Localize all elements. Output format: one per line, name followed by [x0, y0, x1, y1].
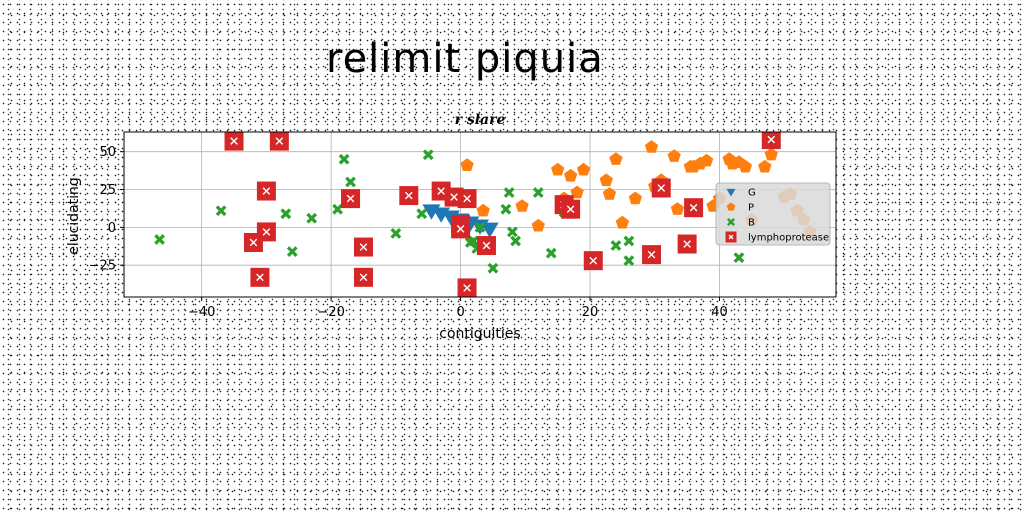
- point-lymphoprotease: [642, 245, 662, 265]
- x-tick-label: 40: [711, 305, 728, 320]
- point-b: [545, 247, 557, 259]
- chart-subtitle: r slare: [455, 112, 506, 128]
- point-lymphoprotease: [457, 278, 477, 297]
- point-b: [623, 235, 635, 247]
- point-lymphoprotease: [684, 198, 704, 218]
- point-p: [699, 153, 714, 167]
- point-lymphoprotease: [761, 132, 781, 150]
- point-p: [670, 202, 685, 215]
- point-lymphoprotease: [677, 234, 697, 254]
- point-lymphoprotease: [561, 199, 581, 219]
- point-lymphoprotease: [224, 132, 244, 151]
- point-p: [764, 147, 778, 161]
- point-lymphoprotease: [476, 236, 496, 256]
- point-lymphoprotease: [457, 189, 477, 209]
- point-lymphoprotease: [399, 186, 419, 206]
- page-title: relimit piquia: [326, 36, 604, 82]
- point-b: [532, 187, 544, 198]
- point-b: [338, 153, 350, 165]
- point-b: [623, 255, 635, 267]
- point-b: [390, 228, 402, 239]
- point-p: [460, 158, 474, 171]
- plot-frame: [123, 131, 837, 298]
- point-lymphoprotease: [341, 189, 361, 209]
- point-lymphoprotease: [256, 181, 276, 201]
- point-p: [758, 159, 772, 173]
- legend-label: B: [748, 218, 755, 229]
- x-tick-label: 0: [456, 305, 464, 320]
- point-p: [615, 215, 630, 229]
- point-p: [667, 149, 681, 162]
- point-p: [628, 191, 642, 205]
- point-b: [503, 187, 515, 198]
- point-p: [476, 203, 490, 217]
- point-lymphoprotease: [451, 219, 471, 239]
- point-g: [480, 222, 499, 238]
- point-b: [506, 226, 518, 238]
- point-p: [599, 173, 613, 187]
- point-p: [644, 140, 659, 153]
- x-axis-label: contiguities: [439, 326, 520, 342]
- point-b: [215, 205, 227, 217]
- point-lymphoprotease: [256, 222, 276, 242]
- legend-marker: [725, 231, 737, 243]
- legend-box: [715, 182, 831, 246]
- point-p: [602, 187, 617, 200]
- y-tick-label: 50: [99, 145, 116, 160]
- point-b: [154, 234, 165, 245]
- x-tick-label: −40: [188, 305, 215, 320]
- point-b: [474, 222, 486, 233]
- point-p: [576, 162, 591, 176]
- point-p: [564, 168, 578, 182]
- point-lymphoprotease: [353, 237, 373, 257]
- point-lymphoprotease: [269, 132, 289, 151]
- x-tick-label: 20: [582, 305, 599, 320]
- point-p: [609, 152, 623, 165]
- legend-marker: [726, 217, 736, 227]
- y-axis-label: elucidating: [66, 177, 82, 255]
- y-tick-label: −25: [89, 259, 116, 274]
- point-p: [515, 199, 529, 212]
- point-p: [531, 218, 545, 232]
- point-b: [733, 252, 745, 264]
- legend-label: P: [748, 203, 754, 214]
- y-tick-label: 25: [99, 183, 116, 198]
- legend-label: lymphoprotease: [748, 233, 829, 244]
- point-b: [280, 208, 292, 220]
- legend-marker: [726, 188, 736, 197]
- point-b: [416, 208, 428, 220]
- legend-label: G: [748, 188, 756, 199]
- point-b: [468, 235, 479, 247]
- y-tick-label: 0: [108, 221, 116, 236]
- legend-marker: [726, 202, 736, 211]
- point-lymphoprotease: [651, 178, 671, 198]
- point-p: [570, 185, 584, 199]
- point-b: [500, 203, 512, 215]
- x-tick-label: −20: [317, 305, 344, 320]
- point-b: [422, 149, 434, 161]
- point-b: [487, 262, 499, 274]
- point-p: [738, 159, 752, 173]
- point-lymphoprotease: [353, 267, 373, 287]
- point-lymphoprotease: [583, 251, 603, 271]
- point-b: [610, 240, 622, 251]
- point-b: [286, 246, 298, 257]
- point-b: [510, 235, 521, 247]
- point-b: [306, 212, 318, 224]
- point-b: [345, 176, 356, 188]
- point-lymphoprotease: [250, 267, 270, 287]
- point-p: [551, 162, 565, 176]
- axis-ticks: −40 −20 0 20 40 −25 0 25 50: [89, 145, 728, 320]
- point-b: [332, 203, 343, 215]
- data-marks: [154, 132, 817, 297]
